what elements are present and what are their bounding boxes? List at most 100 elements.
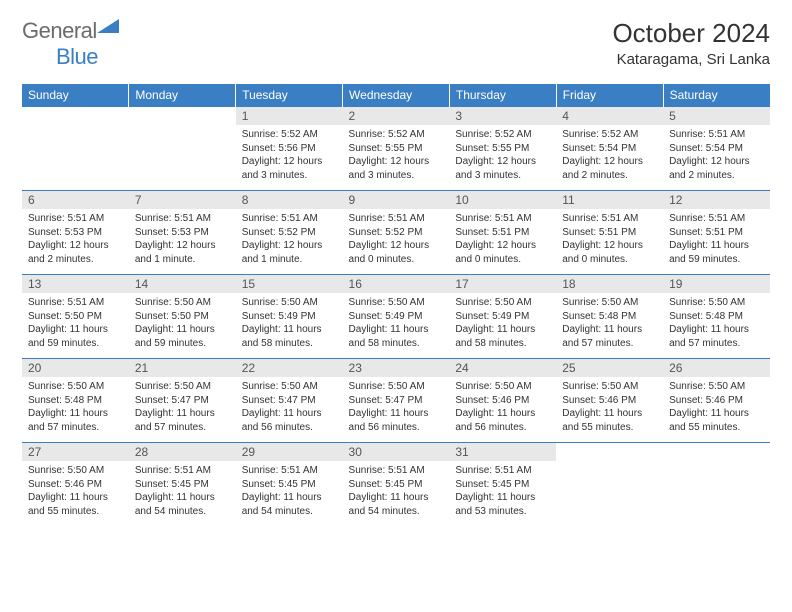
calendar-day-cell: 5Sunrise: 5:51 AMSunset: 5:54 PMDaylight… — [663, 107, 770, 191]
weekday-header: Monday — [129, 84, 236, 107]
day-body — [22, 125, 129, 183]
day-body: Sunrise: 5:50 AMSunset: 5:49 PMDaylight:… — [449, 293, 556, 358]
day-body: Sunrise: 5:51 AMSunset: 5:53 PMDaylight:… — [129, 209, 236, 274]
weekday-header: Thursday — [449, 84, 556, 107]
calendar-day-cell: 27Sunrise: 5:50 AMSunset: 5:46 PMDayligh… — [22, 443, 129, 527]
day-number: 21 — [129, 359, 236, 377]
calendar-head: SundayMondayTuesdayWednesdayThursdayFrid… — [22, 84, 770, 107]
day-number: 8 — [236, 191, 343, 209]
day-number: 11 — [556, 191, 663, 209]
day-number — [22, 107, 129, 125]
calendar-day-cell: 10Sunrise: 5:51 AMSunset: 5:51 PMDayligh… — [449, 191, 556, 275]
day-body: Sunrise: 5:50 AMSunset: 5:48 PMDaylight:… — [556, 293, 663, 358]
month-title: October 2024 — [612, 18, 770, 49]
day-body: Sunrise: 5:52 AMSunset: 5:54 PMDaylight:… — [556, 125, 663, 190]
day-body: Sunrise: 5:51 AMSunset: 5:52 PMDaylight:… — [343, 209, 450, 274]
calendar-day-cell: 3Sunrise: 5:52 AMSunset: 5:55 PMDaylight… — [449, 107, 556, 191]
calendar-day-cell: 17Sunrise: 5:50 AMSunset: 5:49 PMDayligh… — [449, 275, 556, 359]
calendar-day-cell: 1Sunrise: 5:52 AMSunset: 5:56 PMDaylight… — [236, 107, 343, 191]
day-number: 19 — [663, 275, 770, 293]
calendar-week-row: 20Sunrise: 5:50 AMSunset: 5:48 PMDayligh… — [22, 359, 770, 443]
day-number: 29 — [236, 443, 343, 461]
calendar-day-cell: 23Sunrise: 5:50 AMSunset: 5:47 PMDayligh… — [343, 359, 450, 443]
day-number: 14 — [129, 275, 236, 293]
day-body: Sunrise: 5:50 AMSunset: 5:48 PMDaylight:… — [663, 293, 770, 358]
day-body: Sunrise: 5:51 AMSunset: 5:53 PMDaylight:… — [22, 209, 129, 274]
day-number: 2 — [343, 107, 450, 125]
day-number: 15 — [236, 275, 343, 293]
day-body: Sunrise: 5:51 AMSunset: 5:54 PMDaylight:… — [663, 125, 770, 190]
calendar-page: General October 2024 Kataragama, Sri Lan… — [0, 0, 792, 544]
day-number: 16 — [343, 275, 450, 293]
calendar-day-cell: 7Sunrise: 5:51 AMSunset: 5:53 PMDaylight… — [129, 191, 236, 275]
day-number: 24 — [449, 359, 556, 377]
weekday-header: Sunday — [22, 84, 129, 107]
day-number — [556, 443, 663, 461]
day-number: 5 — [663, 107, 770, 125]
calendar-day-cell: 14Sunrise: 5:50 AMSunset: 5:50 PMDayligh… — [129, 275, 236, 359]
calendar-day-cell — [556, 443, 663, 527]
day-number: 25 — [556, 359, 663, 377]
calendar-day-cell: 26Sunrise: 5:50 AMSunset: 5:46 PMDayligh… — [663, 359, 770, 443]
logo-text-blue: Blue — [56, 44, 98, 69]
calendar-day-cell: 18Sunrise: 5:50 AMSunset: 5:48 PMDayligh… — [556, 275, 663, 359]
day-body: Sunrise: 5:51 AMSunset: 5:51 PMDaylight:… — [556, 209, 663, 274]
day-number: 12 — [663, 191, 770, 209]
day-body — [556, 461, 663, 519]
day-body: Sunrise: 5:52 AMSunset: 5:55 PMDaylight:… — [343, 125, 450, 190]
day-body: Sunrise: 5:50 AMSunset: 5:47 PMDaylight:… — [129, 377, 236, 442]
day-number: 23 — [343, 359, 450, 377]
day-body: Sunrise: 5:50 AMSunset: 5:48 PMDaylight:… — [22, 377, 129, 442]
day-body: Sunrise: 5:51 AMSunset: 5:50 PMDaylight:… — [22, 293, 129, 358]
day-number — [663, 443, 770, 461]
calendar-day-cell: 16Sunrise: 5:50 AMSunset: 5:49 PMDayligh… — [343, 275, 450, 359]
logo-text-general: General — [22, 18, 97, 44]
day-number: 22 — [236, 359, 343, 377]
day-body: Sunrise: 5:52 AMSunset: 5:56 PMDaylight:… — [236, 125, 343, 190]
calendar-table: SundayMondayTuesdayWednesdayThursdayFrid… — [22, 84, 770, 526]
day-number: 28 — [129, 443, 236, 461]
calendar-day-cell: 2Sunrise: 5:52 AMSunset: 5:55 PMDaylight… — [343, 107, 450, 191]
title-block: October 2024 Kataragama, Sri Lanka — [612, 18, 770, 68]
day-body: Sunrise: 5:50 AMSunset: 5:46 PMDaylight:… — [449, 377, 556, 442]
day-number: 3 — [449, 107, 556, 125]
logo-triangle-icon — [97, 17, 119, 38]
day-body: Sunrise: 5:50 AMSunset: 5:47 PMDaylight:… — [236, 377, 343, 442]
day-number: 9 — [343, 191, 450, 209]
day-body — [663, 461, 770, 519]
day-body: Sunrise: 5:51 AMSunset: 5:45 PMDaylight:… — [236, 461, 343, 526]
day-body: Sunrise: 5:51 AMSunset: 5:45 PMDaylight:… — [343, 461, 450, 526]
calendar-day-cell: 9Sunrise: 5:51 AMSunset: 5:52 PMDaylight… — [343, 191, 450, 275]
day-body: Sunrise: 5:50 AMSunset: 5:47 PMDaylight:… — [343, 377, 450, 442]
day-number: 4 — [556, 107, 663, 125]
day-body: Sunrise: 5:51 AMSunset: 5:45 PMDaylight:… — [449, 461, 556, 526]
day-body: Sunrise: 5:52 AMSunset: 5:55 PMDaylight:… — [449, 125, 556, 190]
day-number: 13 — [22, 275, 129, 293]
day-body: Sunrise: 5:51 AMSunset: 5:52 PMDaylight:… — [236, 209, 343, 274]
day-body: Sunrise: 5:50 AMSunset: 5:46 PMDaylight:… — [556, 377, 663, 442]
day-body — [129, 125, 236, 183]
day-body: Sunrise: 5:51 AMSunset: 5:45 PMDaylight:… — [129, 461, 236, 526]
day-number: 31 — [449, 443, 556, 461]
calendar-day-cell: 29Sunrise: 5:51 AMSunset: 5:45 PMDayligh… — [236, 443, 343, 527]
calendar-week-row: 13Sunrise: 5:51 AMSunset: 5:50 PMDayligh… — [22, 275, 770, 359]
calendar-day-cell — [22, 107, 129, 191]
day-number — [129, 107, 236, 125]
logo: General — [22, 18, 121, 44]
calendar-day-cell: 24Sunrise: 5:50 AMSunset: 5:46 PMDayligh… — [449, 359, 556, 443]
calendar-day-cell: 31Sunrise: 5:51 AMSunset: 5:45 PMDayligh… — [449, 443, 556, 527]
day-number: 1 — [236, 107, 343, 125]
weekday-header: Tuesday — [236, 84, 343, 107]
day-number: 18 — [556, 275, 663, 293]
calendar-day-cell: 21Sunrise: 5:50 AMSunset: 5:47 PMDayligh… — [129, 359, 236, 443]
day-number: 6 — [22, 191, 129, 209]
day-number: 7 — [129, 191, 236, 209]
calendar-day-cell: 6Sunrise: 5:51 AMSunset: 5:53 PMDaylight… — [22, 191, 129, 275]
calendar-day-cell: 19Sunrise: 5:50 AMSunset: 5:48 PMDayligh… — [663, 275, 770, 359]
calendar-day-cell: 25Sunrise: 5:50 AMSunset: 5:46 PMDayligh… — [556, 359, 663, 443]
day-number: 17 — [449, 275, 556, 293]
day-body: Sunrise: 5:51 AMSunset: 5:51 PMDaylight:… — [449, 209, 556, 274]
calendar-day-cell: 22Sunrise: 5:50 AMSunset: 5:47 PMDayligh… — [236, 359, 343, 443]
weekday-header: Saturday — [663, 84, 770, 107]
calendar-day-cell: 28Sunrise: 5:51 AMSunset: 5:45 PMDayligh… — [129, 443, 236, 527]
